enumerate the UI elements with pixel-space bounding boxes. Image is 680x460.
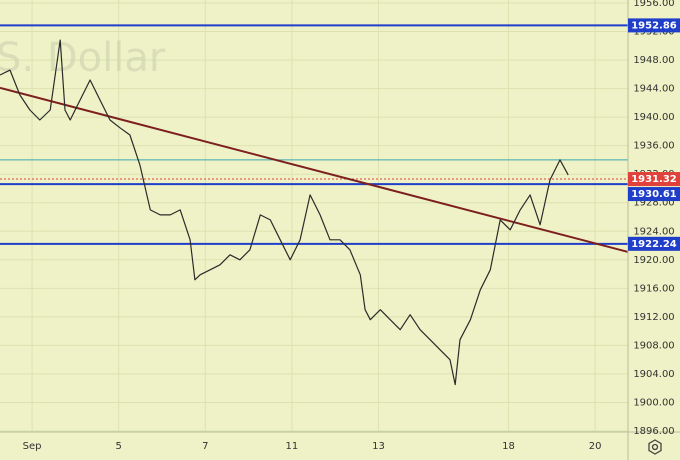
x-tick-label: Sep — [23, 441, 42, 452]
price-label-box — [628, 187, 680, 202]
price-label-box — [628, 236, 680, 251]
price-line — [0, 39, 569, 386]
y-tick-label: 1928.00 — [633, 198, 674, 209]
y-tick-label: 1956.00 — [633, 0, 674, 9]
price-label: 1930.61 — [631, 189, 677, 200]
x-tick-label: 13 — [372, 441, 385, 452]
price-label: 1952.86 — [631, 20, 677, 31]
y-tick-label: 1900.00 — [633, 397, 674, 408]
price-label-box — [628, 172, 680, 187]
settings-shape — [648, 439, 662, 455]
y-tick-label: 1896.00 — [633, 426, 674, 437]
y-tick-label: 1936.00 — [633, 141, 674, 152]
y-tick-label: 1904.00 — [633, 369, 674, 380]
y-tick-label: 1944.00 — [633, 84, 674, 95]
x-tick-label: 20 — [589, 441, 602, 452]
x-tick-label: 7 — [202, 441, 208, 452]
y-tick-label: 1920.00 — [633, 255, 674, 266]
x-tick-label: 18 — [502, 441, 515, 452]
y-tick-label: 1908.00 — [633, 340, 674, 351]
y-tick-label: 1948.00 — [633, 55, 674, 66]
price-label: 1922.24 — [631, 239, 677, 250]
settings-dot — [651, 443, 659, 451]
trend-line — [0, 86, 629, 253]
x-tick-label: 5 — [115, 441, 121, 452]
y-tick-label: 1912.00 — [633, 312, 674, 323]
watermark: S. Dollar — [0, 35, 166, 81]
price-label: 1931.32 — [631, 174, 677, 185]
x-tick-label: 11 — [286, 441, 299, 452]
price-label-box — [628, 18, 680, 33]
y-tick-label: 1924.00 — [633, 226, 674, 237]
y-tick-label: 1916.00 — [633, 283, 674, 294]
y-tick-label: 1940.00 — [633, 112, 674, 123]
settings-icon[interactable] — [648, 439, 662, 455]
